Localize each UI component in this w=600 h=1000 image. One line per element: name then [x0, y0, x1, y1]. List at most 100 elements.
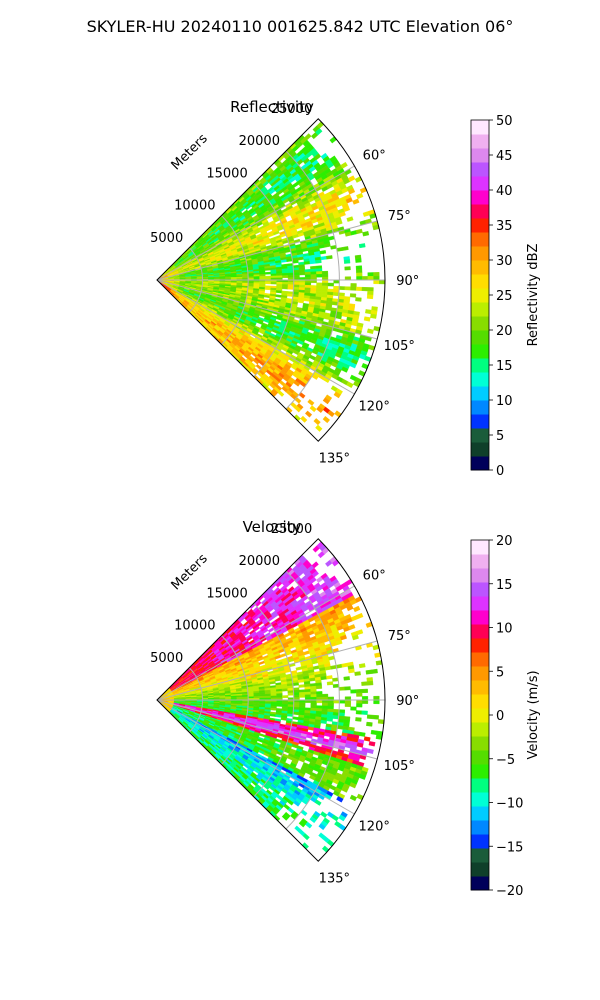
radar-bin — [356, 699, 363, 704]
radar-bin — [350, 706, 357, 711]
radar-bin — [343, 259, 351, 264]
radar-bin — [352, 198, 360, 205]
range-tick-label: 20000 — [239, 134, 280, 149]
radar-bin — [282, 695, 289, 699]
radar-bin — [320, 675, 327, 681]
radar-bin — [366, 294, 374, 300]
radar-bin — [276, 703, 283, 707]
azimuth-tick-label: 135° — [319, 451, 350, 466]
radar-bin — [282, 275, 289, 279]
radar-bin — [304, 271, 312, 276]
radar-bin — [366, 721, 373, 727]
colorbar-segment — [471, 442, 489, 457]
radar-bin — [322, 416, 331, 424]
radar-bin — [373, 275, 380, 281]
radar-bin — [276, 275, 283, 279]
radar-bin — [362, 231, 370, 237]
radar-bin — [292, 682, 299, 686]
radar-bin — [342, 246, 349, 251]
radar-bin — [299, 272, 306, 276]
radar-bin — [344, 276, 352, 281]
radar-bin — [332, 677, 339, 682]
radar-bin — [300, 415, 308, 423]
radar-bin — [361, 710, 368, 715]
radar-bin — [310, 274, 317, 278]
azimuth-tick-label: 105° — [384, 339, 415, 354]
range-tick-label: 15000 — [206, 166, 247, 181]
radar-bin — [316, 705, 323, 709]
radar-bin — [316, 274, 323, 278]
radar-bin — [304, 691, 312, 696]
radar-bin — [349, 293, 357, 298]
radar-bin — [312, 665, 320, 670]
colorbar-segment — [471, 414, 489, 429]
radar-bin — [367, 276, 374, 281]
radar-bin — [310, 694, 317, 698]
radar-bin — [293, 702, 300, 706]
radar-bin — [344, 686, 351, 691]
radar-bin — [344, 703, 351, 707]
radar-bin — [361, 286, 368, 292]
radar-bin — [293, 282, 300, 286]
colorbar-segment — [471, 260, 489, 275]
radar-bin — [264, 271, 272, 275]
radar-bin — [370, 313, 377, 319]
radar-bin — [356, 272, 363, 277]
colorbar-segment — [471, 428, 489, 443]
colorbar-segment — [471, 120, 489, 135]
radar-bin — [366, 328, 374, 335]
radar-bin — [327, 702, 334, 707]
colorbar-segment — [471, 246, 489, 261]
radar-bin — [356, 689, 363, 694]
radar-bin — [373, 279, 380, 285]
radar-bin — [326, 255, 333, 260]
radar-bin — [373, 272, 380, 277]
radar-bin — [354, 671, 361, 676]
radar-bin — [304, 274, 312, 278]
radar-bin — [270, 695, 277, 699]
radar-bin — [356, 629, 364, 636]
radar-bin — [379, 279, 386, 285]
colorbar-tick-label: 35 — [496, 219, 513, 234]
radar-bin — [371, 668, 378, 674]
radar-bin — [299, 282, 306, 286]
radar-bin — [355, 228, 363, 235]
radar-bin — [269, 713, 277, 717]
radar-bin — [366, 714, 374, 720]
colorbar-segment — [471, 302, 489, 317]
radar-bin — [332, 683, 340, 688]
radar-bin — [338, 686, 346, 691]
radar-bin — [303, 650, 310, 656]
radar-bin — [344, 696, 352, 701]
radar-bin — [287, 275, 294, 278]
radar-bin — [299, 702, 306, 706]
radar-bin — [361, 696, 369, 701]
radar-bin — [338, 286, 346, 291]
radar-bin — [313, 418, 321, 426]
radar-bin — [292, 259, 299, 264]
radar-bin — [298, 684, 305, 688]
radar-bin — [356, 286, 363, 291]
radar-bin — [361, 681, 368, 686]
radar-bin — [321, 693, 329, 698]
radar-bin — [355, 297, 362, 302]
radar-bin — [332, 715, 339, 720]
radar-bin — [303, 297, 310, 302]
radar-bin — [321, 702, 329, 707]
colorbar-segment — [471, 134, 489, 149]
radar-bin — [321, 285, 329, 290]
colorbar-tick-label: 25 — [496, 289, 513, 304]
radar-bin — [361, 688, 368, 694]
radar-bin — [259, 696, 266, 699]
radar-bin — [341, 662, 349, 668]
radar-bin — [333, 285, 340, 290]
radar-bin — [355, 258, 362, 263]
radar-bin — [265, 281, 272, 285]
radar-bin — [321, 270, 329, 275]
radar-bin — [310, 268, 317, 273]
azimuth-tick-label: 90° — [396, 274, 419, 289]
radar-bin — [270, 281, 277, 285]
radar-bin — [310, 688, 317, 693]
radar-bin — [366, 680, 374, 686]
